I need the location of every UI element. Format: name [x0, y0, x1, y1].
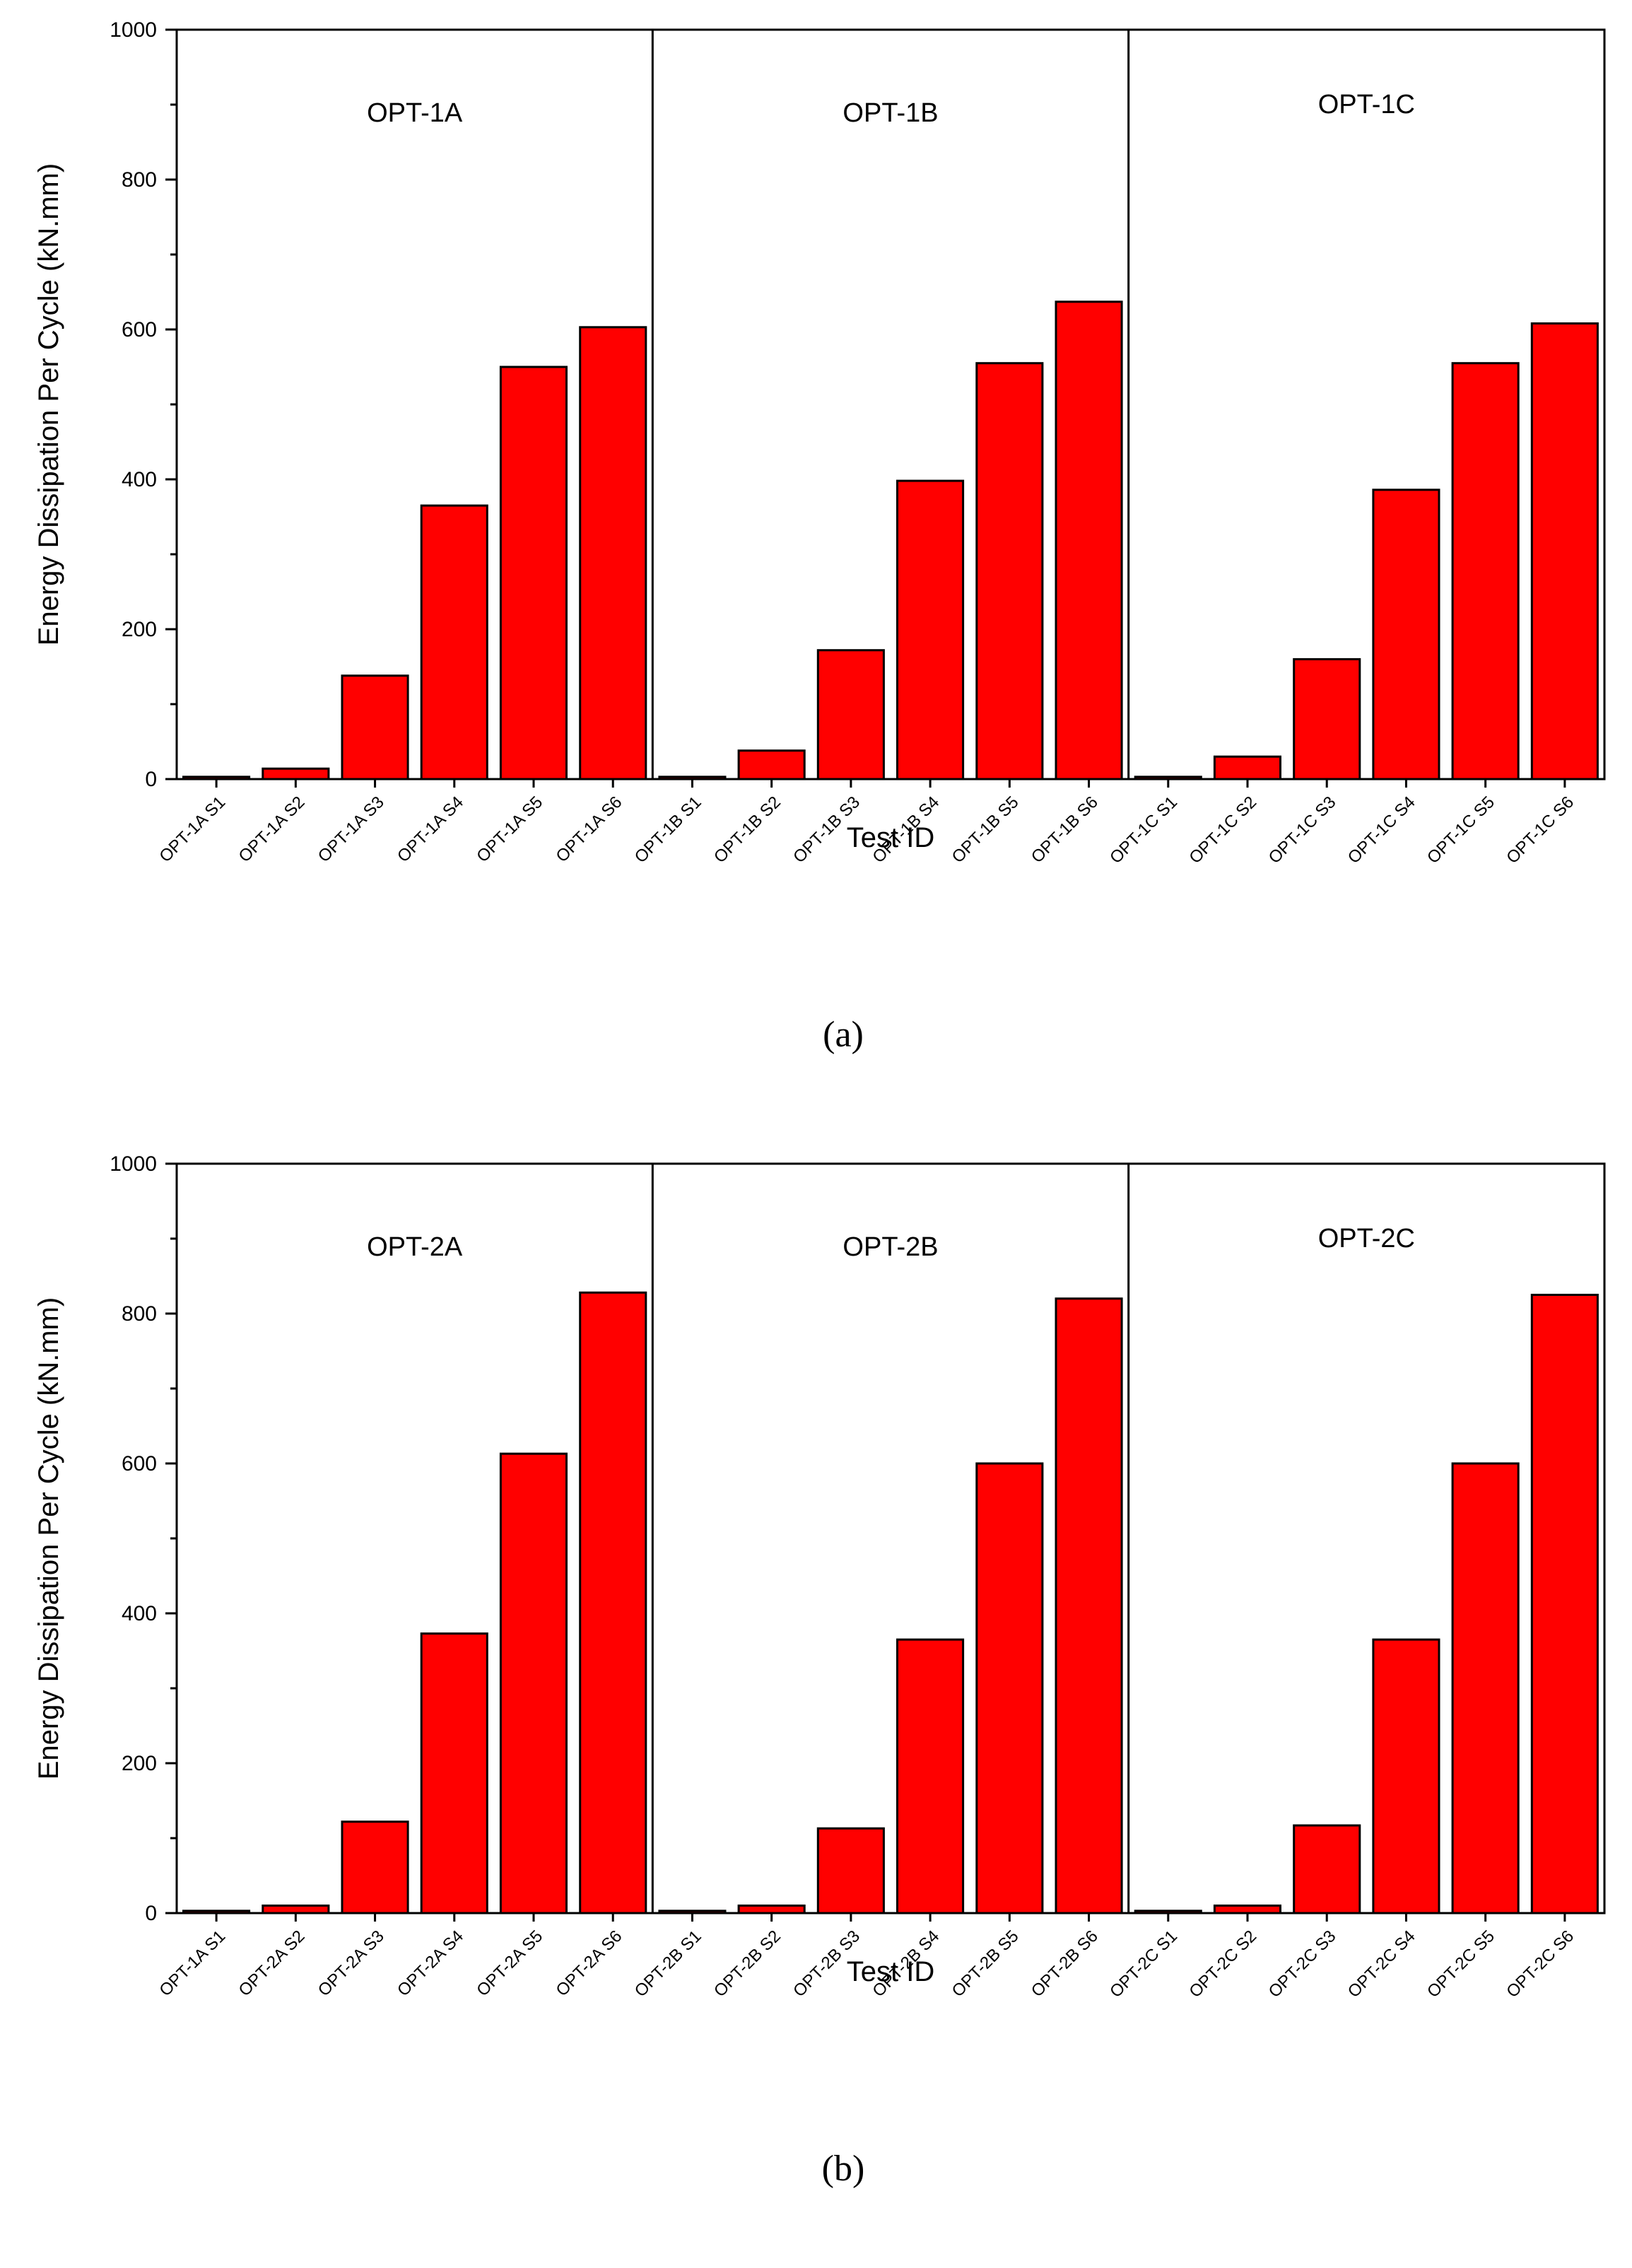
x-category-label: OPT-1C S2 — [1185, 793, 1260, 867]
chart-a-svg: OPT-1A OPT-1B OPT-1C 0 200 400 600 800 1000 OPT-1… — [33, 18, 1606, 1055]
bar-6 — [579, 326, 647, 781]
y-tick-label: 1000 — [110, 1152, 157, 1176]
bar-6 — [579, 1291, 647, 1915]
bar-2 — [262, 767, 330, 781]
group-label: OPT-1B — [843, 98, 938, 128]
x-category-label: OPT-1C S1 — [1106, 793, 1181, 867]
x-axis-title: Test ID — [847, 1956, 934, 1987]
bar-11 — [975, 1462, 1044, 1915]
bar-14 — [1213, 755, 1282, 781]
bar-11 — [975, 362, 1044, 781]
x-category-label: OPT-2C S5 — [1423, 1927, 1498, 2001]
x-category-label: OPT-1A S2 — [235, 793, 309, 866]
bar-9 — [816, 649, 885, 781]
bar-8 — [737, 1904, 806, 1915]
x-category-label: OPT-1A S3 — [315, 793, 388, 866]
x-axis-title: Test ID — [847, 822, 934, 853]
bar-10 — [896, 1638, 965, 1915]
y-tick-label: 0 — [145, 768, 157, 791]
x-category-label: OPT-1A S1 — [155, 1927, 229, 2000]
x-category-label: OPT-1A S5 — [473, 793, 546, 866]
x-category-label: OPT-2C S4 — [1344, 1927, 1419, 2001]
x-category-label: OPT-1A S1 — [155, 793, 229, 866]
x-category-label: OPT-1B S6 — [1028, 793, 1102, 867]
bar-4 — [420, 1632, 488, 1915]
y-tick-label: 0 — [145, 1902, 157, 1925]
x-category-label: OPT-1A S4 — [394, 793, 467, 866]
chart-b-svg: OPT-2A OPT-2B OPT-2C 0 200 400 600 800 1000 OPT-1… — [33, 1152, 1606, 2189]
chart-a: OPT-1A OPT-1B OPT-1C 0 200 400 600 800 1000 OPT-1… — [33, 18, 1606, 1055]
bar-5 — [499, 1452, 568, 1915]
chart-b: OPT-2A OPT-2B OPT-2C 0 200 400 600 800 1000 OPT-1… — [0, 1134, 1632, 2268]
y-tick-label: 600 — [122, 1452, 157, 1475]
x-category-label: OPT-2A S6 — [552, 1927, 626, 2000]
x-category-label: OPT-1A S6 — [552, 793, 626, 866]
x-category-label: OPT-2B S1 — [631, 1927, 705, 2001]
x-category-label: OPT-1B S2 — [710, 793, 785, 867]
x-category-label: OPT-2A S2 — [235, 1927, 309, 2000]
y-tick-label: 400 — [122, 468, 157, 491]
bar-8 — [737, 749, 806, 781]
bar-16 — [1372, 489, 1440, 781]
y-tick-label: 600 — [122, 318, 157, 341]
bar-16 — [1372, 1638, 1440, 1915]
y-tick-label: 800 — [122, 1302, 157, 1326]
group-label: OPT-2C — [1318, 1224, 1415, 1253]
x-category-label: OPT-2C S2 — [1185, 1927, 1260, 2001]
y-axis-title: Energy Dissipation Per Cycle (kN.mm) — [33, 163, 64, 645]
bar-12 — [1055, 300, 1123, 781]
y-axis-title: Energy Dissipation Per Cycle (kN.mm) — [33, 1297, 64, 1779]
bar-4 — [420, 504, 488, 781]
x-category-label: OPT-2B S6 — [1028, 1927, 1102, 2001]
bar-17 — [1451, 362, 1520, 781]
group-label: OPT-1C — [1318, 90, 1415, 119]
figure-caption: (b) — [822, 2149, 865, 2189]
y-tick-label: 1000 — [110, 18, 157, 42]
x-category-label: OPT-2C S3 — [1265, 1927, 1340, 2001]
group-label: OPT-1A — [367, 98, 463, 128]
x-category-label: OPT-1C S5 — [1423, 793, 1498, 867]
bar-18 — [1530, 1294, 1599, 1915]
y-tick-label: 400 — [122, 1602, 157, 1625]
bar-3 — [341, 674, 409, 781]
y-tick-label: 200 — [122, 618, 157, 641]
bar-5 — [499, 366, 568, 781]
x-category-label: OPT-2A S5 — [473, 1927, 546, 2000]
bar-10 — [896, 479, 965, 781]
bar-17 — [1451, 1462, 1520, 1915]
x-category-label: OPT-1C S4 — [1344, 793, 1419, 867]
bar-15 — [1293, 1824, 1361, 1915]
y-tick-label: 800 — [122, 168, 157, 192]
y-tick-label: 200 — [122, 1752, 157, 1775]
bar-3 — [341, 1820, 409, 1915]
x-category-label: OPT-2A S4 — [394, 1927, 467, 2000]
bar-12 — [1055, 1297, 1123, 1915]
figure-caption: (a) — [823, 1015, 864, 1055]
group-label: OPT-2A — [367, 1232, 463, 1262]
x-category-label: OPT-2C S1 — [1106, 1927, 1181, 2001]
bar-2 — [262, 1904, 330, 1915]
bar-14 — [1213, 1904, 1282, 1915]
bar-15 — [1293, 657, 1361, 781]
group-label: OPT-2B — [843, 1232, 938, 1262]
x-category-label: OPT-2C S6 — [1503, 1927, 1578, 2001]
x-category-label: OPT-1B S1 — [631, 793, 705, 867]
bar-18 — [1530, 322, 1599, 781]
x-category-label: OPT-2B S5 — [949, 1927, 1023, 2001]
x-category-label: OPT-1B S5 — [949, 793, 1023, 867]
x-category-label: OPT-2B S2 — [710, 1927, 785, 2001]
bar-9 — [816, 1827, 885, 1915]
x-category-label: OPT-1C S3 — [1265, 793, 1340, 867]
x-category-label: OPT-1C S6 — [1503, 793, 1578, 867]
x-category-label: OPT-2A S3 — [315, 1927, 388, 2000]
